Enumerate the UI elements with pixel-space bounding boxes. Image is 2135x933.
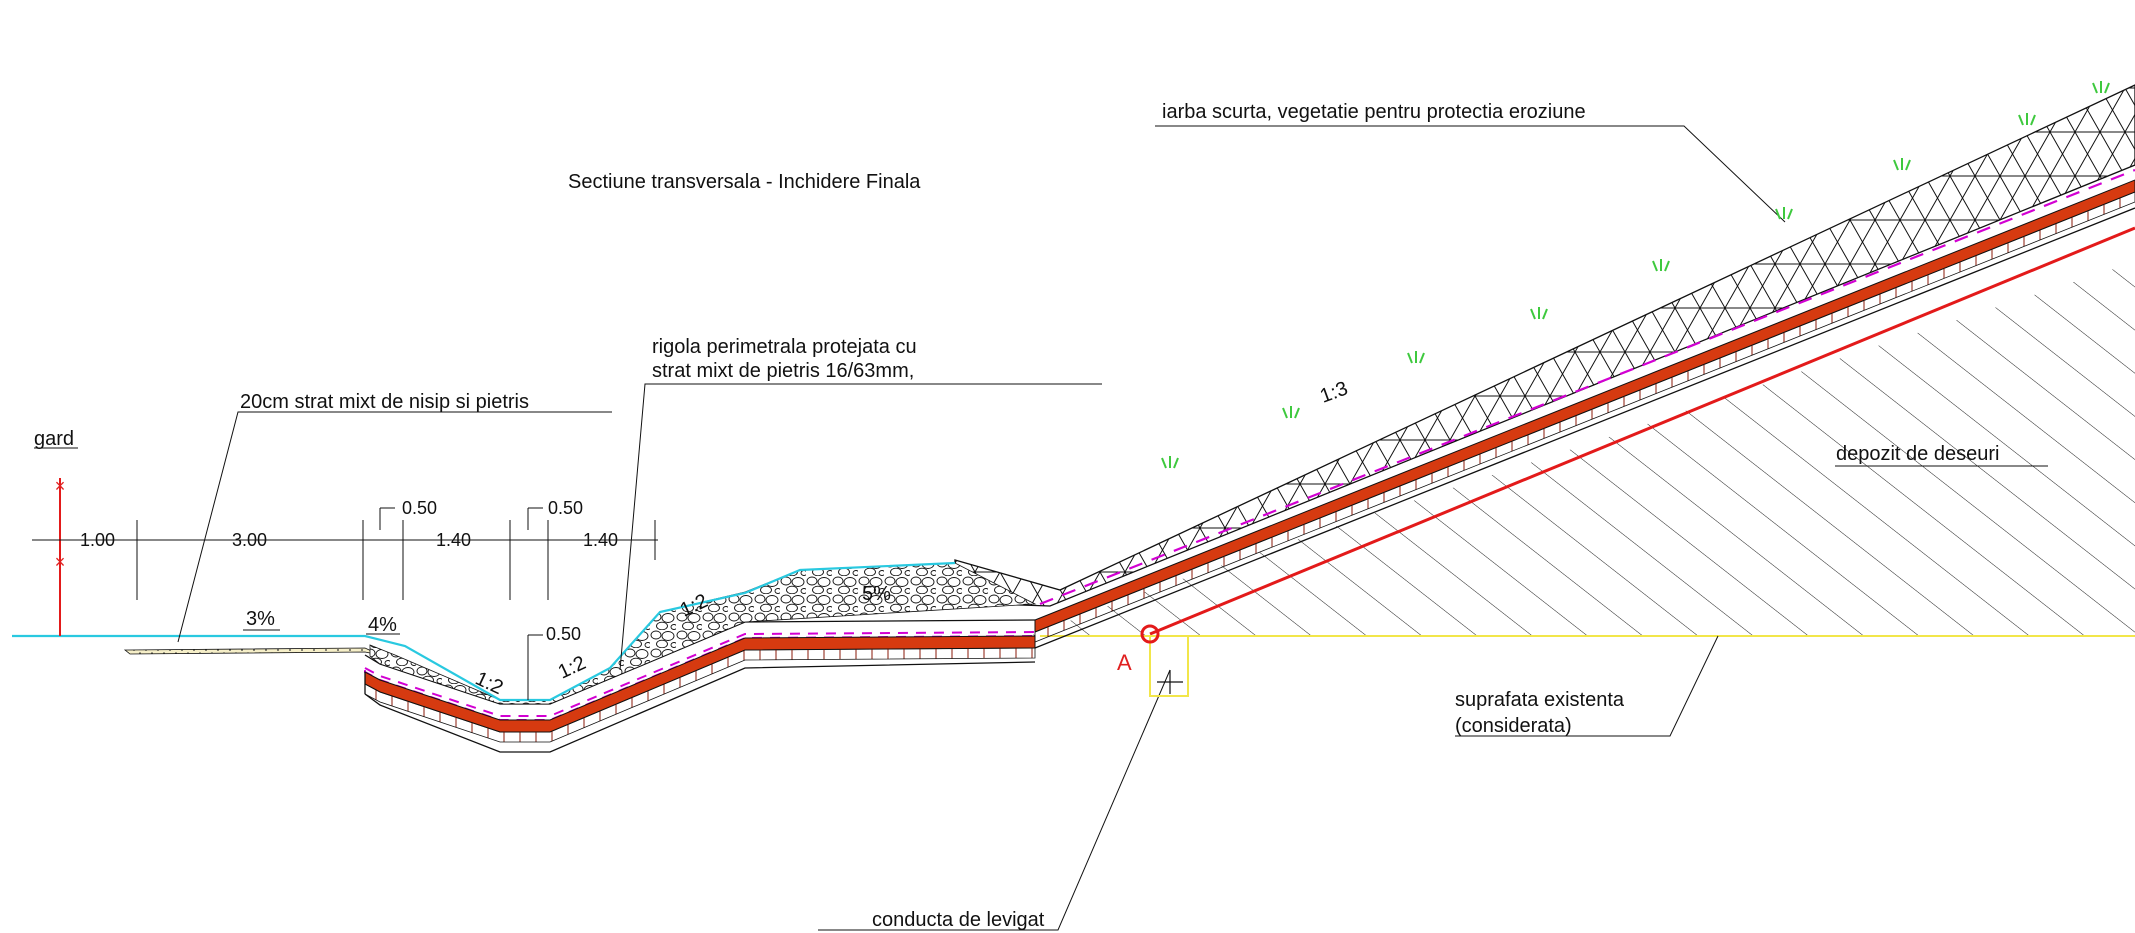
fence: × ×	[55, 476, 66, 636]
fence-label: gard	[34, 428, 74, 450]
slope-label-7: 1:3	[1317, 378, 1351, 408]
offset-dimension-2: 0.50	[548, 498, 583, 518]
finished-surface-line	[12, 561, 956, 702]
sand-gravel-layer	[123, 647, 381, 656]
ditch-liner-ticks	[364, 647, 1036, 743]
slope-label-2: 4%	[368, 614, 397, 636]
liner-slope	[1034, 179, 2135, 633]
slope-label-6: 5%	[862, 583, 891, 605]
offset-dimension-3: 0.50	[546, 624, 581, 644]
surface-label-line1: suprafata existenta	[1455, 689, 1625, 711]
leachate-pipe-box	[1149, 635, 1189, 697]
waste-contour-line	[1149, 226, 2135, 636]
leader-leachate	[818, 669, 1171, 931]
ditch-label-line2: strat mixt de pietris 16/63mm,	[652, 360, 914, 382]
leader-grass	[1155, 125, 1786, 223]
vegetation-tufts	[1161, 81, 2110, 469]
dimension-chain	[32, 507, 658, 700]
svg-text:×: ×	[55, 552, 66, 572]
ditch-label-line1: rigola perimetrala protejata cu	[652, 336, 917, 358]
grass-label: iarba scurta, vegetatie pentru protectia…	[1162, 101, 1586, 123]
waste-body-hatch	[1030, 262, 2135, 636]
surface-label-line2: (considerata)	[1455, 715, 1572, 737]
leader-ditch	[619, 383, 1102, 671]
dimension-4: 1.40	[583, 530, 618, 550]
svg-text:×: ×	[55, 476, 66, 496]
dimension-3: 1.40	[436, 530, 471, 550]
slope-label-1: 3%	[246, 608, 275, 630]
point-a-label: A	[1117, 650, 1132, 675]
drawing-title: Sectiune transversala - Inchidere Finala	[568, 171, 921, 193]
slope-label-4: 1:2	[555, 652, 590, 684]
point-a-marker	[1140, 624, 1160, 644]
waste-label: depozit de deseuri	[1836, 443, 1999, 465]
leachate-label: conducta de levigat	[872, 909, 1045, 931]
mixed-layer-label: 20cm strat mixt de nisip si pietris	[240, 391, 529, 413]
leader-surface	[1455, 635, 1719, 737]
slope-bottom-edge	[1034, 207, 2135, 649]
offset-dimension-1: 0.50	[402, 498, 437, 518]
ditch-base-outline	[364, 661, 1036, 753]
geotextile-slope	[1039, 168, 2135, 606]
dimension-2: 3.00	[232, 530, 267, 550]
leader-mixed-layer	[177, 411, 612, 643]
dimension-1: 1.00	[80, 530, 115, 550]
